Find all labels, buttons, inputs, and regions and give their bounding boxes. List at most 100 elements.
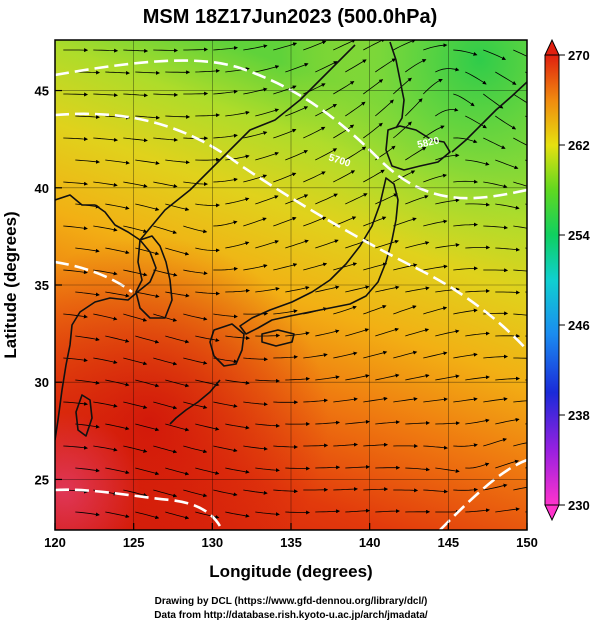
streamline (243, 44, 268, 51)
streamline (345, 146, 367, 161)
streamline (165, 203, 190, 212)
streamline (183, 181, 208, 187)
streamline (363, 442, 388, 447)
coast-taiwan (75, 394, 93, 437)
streamline (123, 269, 148, 277)
colorbar-ticks: 270 262 254 246 238 230 (559, 48, 590, 513)
streamline (393, 397, 418, 403)
lat-lon-grid (55, 40, 527, 530)
streamline (465, 245, 491, 250)
streamline (525, 159, 527, 162)
streamline (315, 509, 341, 514)
streamline (225, 197, 250, 205)
streamline (273, 309, 298, 315)
streamline (93, 181, 118, 187)
streamline (213, 313, 238, 319)
streamline (435, 374, 460, 381)
streamline (315, 285, 340, 293)
streamline (153, 92, 179, 97)
streamline (285, 150, 309, 161)
streamline (333, 351, 358, 359)
streamline (213, 401, 238, 408)
streamline (105, 423, 130, 431)
streamline (405, 467, 430, 472)
streamline (93, 445, 118, 452)
streamline (63, 137, 88, 142)
streamline (285, 239, 309, 249)
streamline (405, 241, 430, 249)
streamline (453, 443, 478, 448)
streamline (255, 333, 281, 338)
streamline (453, 93, 475, 107)
streamline (453, 352, 478, 359)
streamline (495, 203, 520, 210)
streamline (93, 137, 118, 142)
streamline (333, 170, 356, 183)
streamline (135, 203, 160, 211)
streamline (393, 217, 417, 227)
streamline (75, 291, 100, 297)
streamline (483, 354, 508, 359)
streamline (225, 423, 250, 430)
streamline (153, 357, 178, 366)
colorbar-upper-arrow (544, 38, 560, 56)
streamline (435, 198, 460, 205)
streamline (405, 373, 430, 381)
streamline (195, 157, 221, 162)
streamline (375, 285, 400, 293)
streamline (333, 442, 358, 447)
streamline (213, 89, 238, 95)
coast-hokkaido (385, 125, 451, 171)
coast-kyushu (209, 323, 245, 367)
coast-ryukyu (169, 379, 221, 425)
x-tick-label: 150 (516, 535, 538, 550)
streamline (153, 181, 178, 188)
streamline (393, 263, 418, 271)
streamline (123, 48, 149, 53)
streamline (135, 159, 160, 165)
streamline (303, 126, 326, 139)
streamline (453, 137, 478, 144)
streamline (63, 181, 88, 186)
streamline (153, 489, 178, 498)
streamline (213, 177, 238, 183)
coast-sakhalin (389, 41, 405, 129)
streamline (363, 40, 386, 51)
streamline (165, 291, 190, 298)
streamline (153, 48, 179, 53)
streamline (123, 401, 148, 409)
streamline (405, 328, 430, 337)
streamline (213, 489, 238, 497)
coast-korea (135, 235, 173, 319)
streamline (75, 467, 100, 473)
axis-ticks: 120 125 130 135 140 145 150 25 30 35 40 45 (35, 84, 538, 550)
streamline (345, 101, 366, 117)
streamline (273, 355, 298, 360)
colorbar: 270 262 254 246 238 230 (544, 38, 590, 522)
streamline (75, 511, 100, 517)
streamline (93, 93, 118, 98)
streamline (225, 154, 250, 161)
streamline (285, 466, 311, 471)
streamline (105, 511, 130, 519)
streamline (63, 269, 88, 275)
streamline (75, 159, 100, 164)
credit-data-source: Data from http://database.rish.kyoto-u.a… (154, 610, 428, 621)
colorbar-tick-label: 254 (568, 228, 590, 243)
streamline (405, 147, 427, 161)
streamline (183, 269, 208, 276)
streamline (225, 335, 250, 341)
streamline (423, 306, 448, 315)
streamline (465, 418, 490, 425)
streamline (213, 133, 238, 139)
streamline (465, 331, 490, 337)
streamline (435, 467, 460, 473)
streamline (495, 459, 519, 469)
streamline (513, 93, 527, 104)
coast-siberia (139, 44, 356, 241)
streamline (63, 445, 88, 450)
streamline (123, 225, 148, 233)
colorbar-tick-label: 270 (568, 48, 590, 63)
streamline (423, 78, 443, 95)
x-tick-label: 130 (201, 535, 223, 550)
